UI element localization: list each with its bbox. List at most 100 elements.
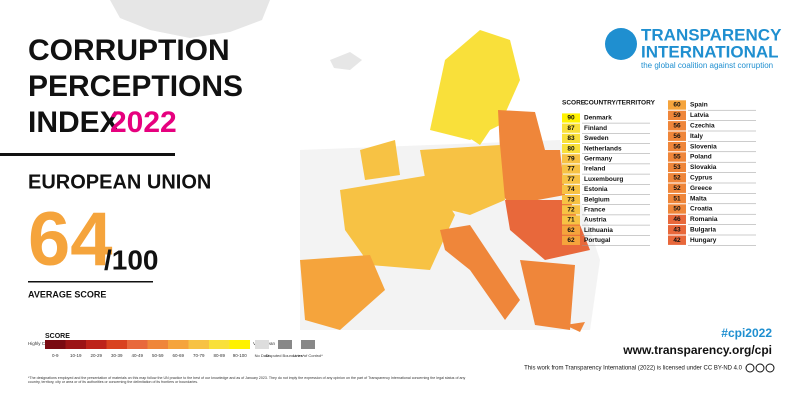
country: Malta	[690, 195, 707, 202]
table-header: COUNTRY/TERRITORY	[584, 100, 656, 107]
iceland	[330, 52, 362, 70]
balkans-greece	[520, 260, 575, 330]
score-cell	[668, 214, 686, 225]
country: Bulgaria	[690, 227, 716, 234]
logo-icon	[605, 28, 637, 60]
score: 50	[673, 206, 681, 213]
score: 56	[673, 143, 681, 150]
country: Lithuania	[584, 227, 613, 234]
average-score: 64	[28, 197, 113, 282]
divider	[0, 153, 175, 156]
title-line: INDEX	[28, 106, 120, 139]
disclaimer: *The designations employed and the prese…	[28, 376, 466, 385]
score-cell	[562, 174, 580, 184]
score-cell	[668, 235, 686, 245]
legend-title: SCORE	[45, 333, 70, 340]
score-cell	[668, 162, 686, 173]
legend-extra-label: No Data	[255, 353, 270, 358]
country: Estonia	[584, 186, 608, 193]
country: Finland	[584, 125, 607, 132]
france	[340, 175, 455, 270]
legend-swatch	[106, 340, 127, 349]
score-cell	[668, 193, 686, 204]
score: 46	[673, 216, 681, 223]
legend-extra-label: Disputed Boundaries*	[266, 353, 305, 358]
score: 87	[567, 125, 575, 132]
baltics	[498, 110, 545, 150]
country: France	[584, 207, 606, 214]
score: 43	[673, 227, 681, 234]
country: Netherlands	[584, 145, 622, 152]
legend-swatch	[229, 340, 250, 349]
cc-icons	[745, 363, 775, 373]
average-label: AVERAGE SCORE	[28, 289, 106, 299]
country: Luxembourg	[584, 176, 623, 183]
divider	[28, 281, 153, 283]
score-cell	[668, 141, 686, 152]
legend-swatch	[209, 340, 230, 349]
country: Italy	[690, 133, 703, 140]
score: 52	[673, 175, 681, 182]
score: 60	[673, 102, 681, 109]
score: 55	[673, 154, 681, 161]
country: Slovenia	[690, 143, 717, 150]
license: This work from Transparency Internationa…	[524, 366, 743, 372]
score-cell	[562, 164, 580, 174]
title-line: PERCEPTIONS	[28, 70, 243, 103]
score-cell	[668, 121, 686, 131]
legend-bin-label: 40-49	[131, 353, 143, 358]
score: 52	[673, 185, 681, 192]
legend-extra-swatch	[301, 340, 315, 349]
legend-bin-label: 90-100	[233, 353, 248, 358]
out-of: /100	[104, 244, 159, 275]
score-cell	[562, 113, 580, 123]
score-cell	[668, 225, 686, 235]
score: 73	[567, 196, 575, 203]
title-year: 2022	[110, 106, 177, 139]
score-cell	[668, 183, 686, 193]
score: 62	[567, 227, 575, 234]
country: Spain	[690, 102, 708, 109]
legend-extra-label: Lines of Control*	[293, 353, 323, 358]
score-cell	[668, 152, 686, 162]
score: 83	[567, 135, 575, 142]
table-header: SCORE	[562, 100, 586, 107]
legend-swatch	[86, 340, 107, 349]
country: Greece	[690, 185, 712, 192]
country: Sweden	[584, 135, 609, 142]
country: Czechia	[690, 123, 715, 130]
legend-swatch	[127, 340, 148, 349]
italy	[440, 225, 520, 320]
legend-swatch	[45, 340, 66, 349]
score-cell	[562, 184, 580, 194]
score-cell	[562, 205, 580, 215]
score: 62	[567, 237, 575, 244]
denmark	[465, 108, 498, 145]
country: Cyprus	[690, 175, 713, 182]
score: 77	[567, 176, 575, 183]
score: 42	[673, 237, 681, 244]
legend-bin-label: 60-69	[172, 353, 184, 358]
score: 71	[567, 217, 575, 224]
country: Portugal	[584, 237, 611, 244]
country: Hungary	[690, 237, 717, 244]
legend-bin-label: 30-39	[111, 353, 123, 358]
country: Croatia	[690, 206, 713, 213]
logo-line: INTERNATIONAL	[641, 42, 779, 61]
country: Latvia	[690, 112, 709, 119]
greenland	[110, 0, 270, 38]
poland	[495, 150, 565, 205]
score-cell	[668, 173, 686, 183]
country: Poland	[690, 154, 712, 161]
ireland	[360, 140, 400, 180]
score: 74	[567, 186, 575, 193]
score-cell	[562, 225, 580, 235]
legend-bin-label: 10-19	[70, 353, 82, 358]
score-cell	[668, 110, 686, 121]
url: www.transparency.org/cpi	[622, 343, 772, 357]
score: 72	[567, 207, 575, 214]
disclaimer-box: *The designations employed and the prese…	[28, 376, 466, 385]
legend-extra-swatch	[255, 340, 269, 349]
score: 56	[673, 133, 681, 140]
